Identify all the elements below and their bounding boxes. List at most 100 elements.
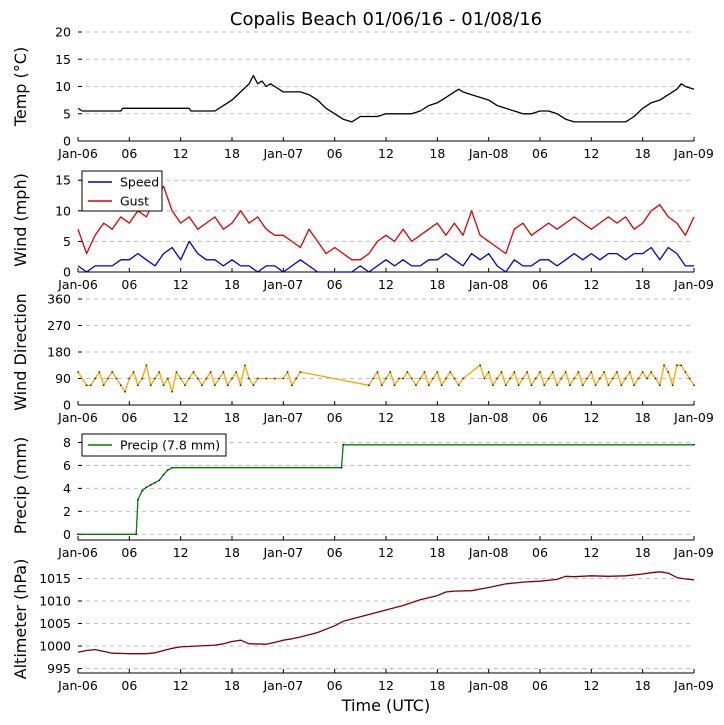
data-point (295, 377, 298, 380)
y-tick-label: 0 (63, 527, 71, 542)
data-point (513, 371, 516, 373)
data-point (650, 371, 653, 373)
data-point (188, 377, 191, 380)
x-tick-label: 18 (224, 277, 240, 292)
data-point (526, 371, 529, 373)
data-point (265, 377, 268, 380)
data-point (646, 377, 648, 380)
data-point (136, 498, 139, 501)
data-point (196, 377, 199, 380)
data-point (581, 384, 584, 387)
y-tick-label: 1015 (39, 571, 71, 586)
data-point (440, 384, 443, 387)
data-point (342, 443, 345, 446)
data-point (154, 481, 156, 484)
series-line-gust (77, 185, 695, 261)
x-tick-label: 06 (121, 545, 137, 560)
x-tick-label: 18 (635, 678, 651, 693)
x-tick-label: Jan-06 (57, 410, 98, 425)
y-tick-label: 180 (47, 345, 71, 360)
data-point (504, 384, 507, 387)
series-line-altimeter (77, 571, 695, 655)
legend: Precip (7.8 mm) (81, 433, 227, 457)
data-point (222, 371, 225, 373)
x-tick-label: Jan-07 (262, 146, 303, 161)
data-point (419, 377, 422, 380)
data-point (380, 384, 383, 387)
data-point (633, 384, 636, 387)
y-tick-label: 0 (63, 398, 71, 413)
x-tick-label: Jan-09 (673, 678, 714, 693)
data-point (586, 377, 588, 380)
data-point (89, 384, 92, 387)
data-point (577, 371, 580, 373)
x-tick-label: 06 (121, 146, 137, 161)
panel-altimeter: 995 1000 1005 1010 1015 Jan-06 06 12 18 Jan-07 06 1… (11, 559, 714, 693)
data-point (397, 377, 400, 380)
x-tick-label: Jan-06 (57, 678, 98, 693)
y-tick-label: 270 (47, 318, 71, 333)
data-point (573, 377, 576, 380)
data-point (252, 384, 255, 387)
x-tick-label: 12 (583, 678, 599, 693)
data-point (693, 443, 695, 446)
x-tick-label: 12 (378, 277, 394, 292)
data-point (556, 384, 559, 387)
data-point (449, 371, 452, 373)
data-point (658, 384, 661, 387)
data-point (457, 384, 460, 387)
data-point (594, 384, 597, 387)
data-point (135, 533, 138, 536)
x-tick-label: Jan-09 (673, 146, 714, 161)
data-point (209, 371, 212, 373)
data-point (598, 377, 601, 380)
x-tick-label: 06 (327, 277, 343, 292)
data-point (166, 469, 169, 471)
x-tick-label: 12 (583, 545, 599, 560)
x-tick-label: 12 (173, 146, 189, 161)
x-tick-label: Jan-06 (57, 277, 98, 292)
data-point (539, 371, 541, 373)
data-point (483, 377, 486, 380)
x-tick-label: 18 (429, 545, 445, 560)
x-tick-label: 12 (378, 410, 394, 425)
data-point (111, 371, 114, 373)
data-point (179, 377, 182, 380)
data-point (569, 384, 571, 387)
data-point (590, 371, 593, 373)
data-point (462, 377, 464, 380)
x-axis-label: Time (UTC) (341, 696, 430, 715)
x-tick-label: 12 (583, 277, 599, 292)
x-tick-label: 18 (635, 277, 651, 292)
legend-label: Precip (7.8 mm) (120, 438, 220, 453)
data-point (299, 371, 302, 373)
y-tick-label: 1005 (39, 616, 71, 631)
data-point (145, 364, 148, 367)
legend: Speed Gust (81, 170, 163, 212)
y-tick-label: 20 (55, 25, 71, 40)
x-tick-label: 18 (224, 678, 240, 693)
data-point (290, 384, 293, 387)
x-tick-label: 06 (532, 545, 548, 560)
data-point (171, 390, 174, 393)
data-point (243, 364, 246, 367)
legend-label: Gust (120, 194, 149, 209)
x-tick-label: Jan-09 (673, 545, 714, 560)
y-tick-label: 360 (47, 292, 71, 307)
data-point (102, 384, 105, 387)
y-tick-label: 10 (55, 203, 71, 218)
data-point (340, 466, 343, 469)
data-point (432, 377, 434, 380)
y-axis-label: Precip (mm) (11, 437, 30, 535)
data-point (158, 479, 161, 482)
data-point (663, 364, 665, 367)
data-point (500, 371, 503, 373)
data-point (85, 384, 88, 387)
data-point (128, 377, 131, 380)
data-point (367, 384, 370, 387)
data-point (479, 364, 482, 367)
x-tick-label: 06 (327, 545, 343, 560)
data-point (205, 377, 208, 380)
y-axis-label: Wind Direction (11, 293, 30, 411)
data-point (393, 384, 396, 387)
